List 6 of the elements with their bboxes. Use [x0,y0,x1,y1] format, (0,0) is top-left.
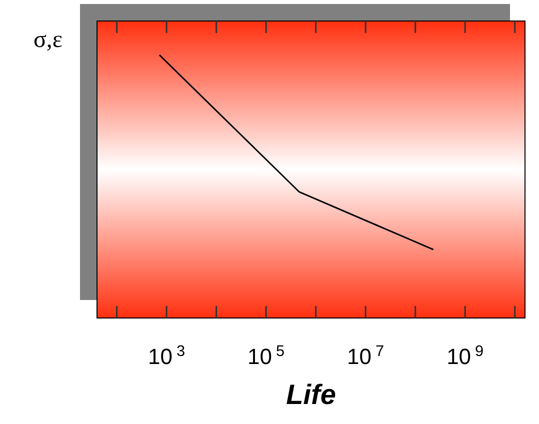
x-tick-label: 10$^{3}$ [148,342,186,369]
x-tick-label: 10$^{5}$ [248,342,285,369]
y-axis-title: σ,ε [33,27,63,53]
x-tick-label: 10$^{9}$ [446,342,484,369]
x-tick-label: 10$^{7}$ [347,342,384,369]
x-axis-title: Life [286,379,336,410]
